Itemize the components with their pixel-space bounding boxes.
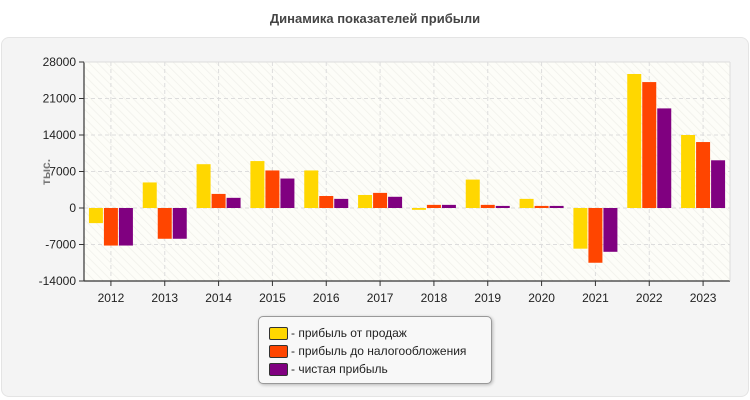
bar bbox=[388, 196, 403, 208]
x-tick-label: 2015 bbox=[259, 291, 286, 305]
bar bbox=[118, 208, 133, 246]
legend-swatch bbox=[269, 326, 288, 340]
bar bbox=[627, 73, 642, 208]
bar bbox=[696, 142, 711, 208]
bar bbox=[711, 160, 726, 208]
bar bbox=[426, 204, 441, 208]
bar bbox=[211, 193, 226, 208]
y-tick-label: -7000 bbox=[45, 238, 76, 252]
bar bbox=[157, 208, 172, 239]
bar bbox=[588, 208, 603, 263]
chart-title: Динамика показателей прибыли bbox=[269, 11, 481, 26]
legend: - прибыль от продаж - прибыль до налогоо… bbox=[258, 316, 492, 384]
bar bbox=[88, 208, 103, 224]
y-tick-label: -14000 bbox=[39, 274, 77, 288]
legend-swatch bbox=[269, 362, 288, 376]
bar bbox=[465, 179, 480, 208]
bar bbox=[573, 208, 588, 249]
legend-item: - прибыль до налогообложения bbox=[269, 343, 466, 359]
bar bbox=[681, 135, 696, 208]
bar bbox=[304, 170, 319, 208]
x-tick-label: 2020 bbox=[528, 291, 555, 305]
x-tick-label: 2016 bbox=[313, 291, 340, 305]
bar bbox=[373, 192, 388, 208]
bar bbox=[319, 196, 334, 208]
bar bbox=[603, 208, 618, 252]
bar bbox=[280, 178, 295, 208]
bar bbox=[519, 198, 534, 208]
bar bbox=[549, 205, 564, 208]
bar bbox=[534, 205, 549, 208]
bar bbox=[226, 197, 241, 208]
y-axis-label: тыс. bbox=[39, 159, 53, 185]
bar bbox=[172, 208, 187, 239]
x-tick-label: 2018 bbox=[421, 291, 448, 305]
x-tick-label: 2017 bbox=[367, 291, 394, 305]
x-tick-label: 2022 bbox=[636, 291, 663, 305]
x-tick-label: 2021 bbox=[582, 291, 609, 305]
y-tick-label: 7000 bbox=[49, 165, 76, 179]
bar bbox=[250, 161, 265, 208]
x-tick-label: 2012 bbox=[98, 291, 125, 305]
bar bbox=[642, 82, 657, 208]
bar bbox=[411, 208, 426, 210]
legend-label: - чистая прибыль bbox=[291, 362, 388, 376]
bar bbox=[480, 204, 495, 208]
x-tick-label: 2019 bbox=[474, 291, 501, 305]
y-tick-label: 0 bbox=[69, 201, 76, 215]
legend-swatch bbox=[269, 344, 288, 358]
legend-label: - прибыль от продаж bbox=[291, 326, 407, 340]
bar bbox=[441, 204, 456, 208]
legend-item: - прибыль от продаж bbox=[269, 325, 407, 341]
bar bbox=[103, 208, 118, 246]
bar bbox=[358, 194, 373, 208]
bar bbox=[334, 198, 349, 208]
y-tick-label: 28000 bbox=[43, 55, 77, 69]
bar bbox=[196, 164, 211, 208]
bar bbox=[657, 108, 672, 208]
legend-item: - чистая прибыль bbox=[269, 361, 388, 377]
x-tick-label: 2014 bbox=[205, 291, 232, 305]
y-tick-label: 21000 bbox=[43, 92, 77, 106]
bar bbox=[265, 170, 280, 208]
legend-label: - прибыль до налогообложения bbox=[291, 344, 467, 358]
bar bbox=[142, 182, 157, 208]
x-tick-label: 2023 bbox=[690, 291, 717, 305]
x-tick-label: 2013 bbox=[151, 291, 178, 305]
bar bbox=[495, 205, 510, 208]
y-tick-label: 14000 bbox=[43, 128, 77, 142]
